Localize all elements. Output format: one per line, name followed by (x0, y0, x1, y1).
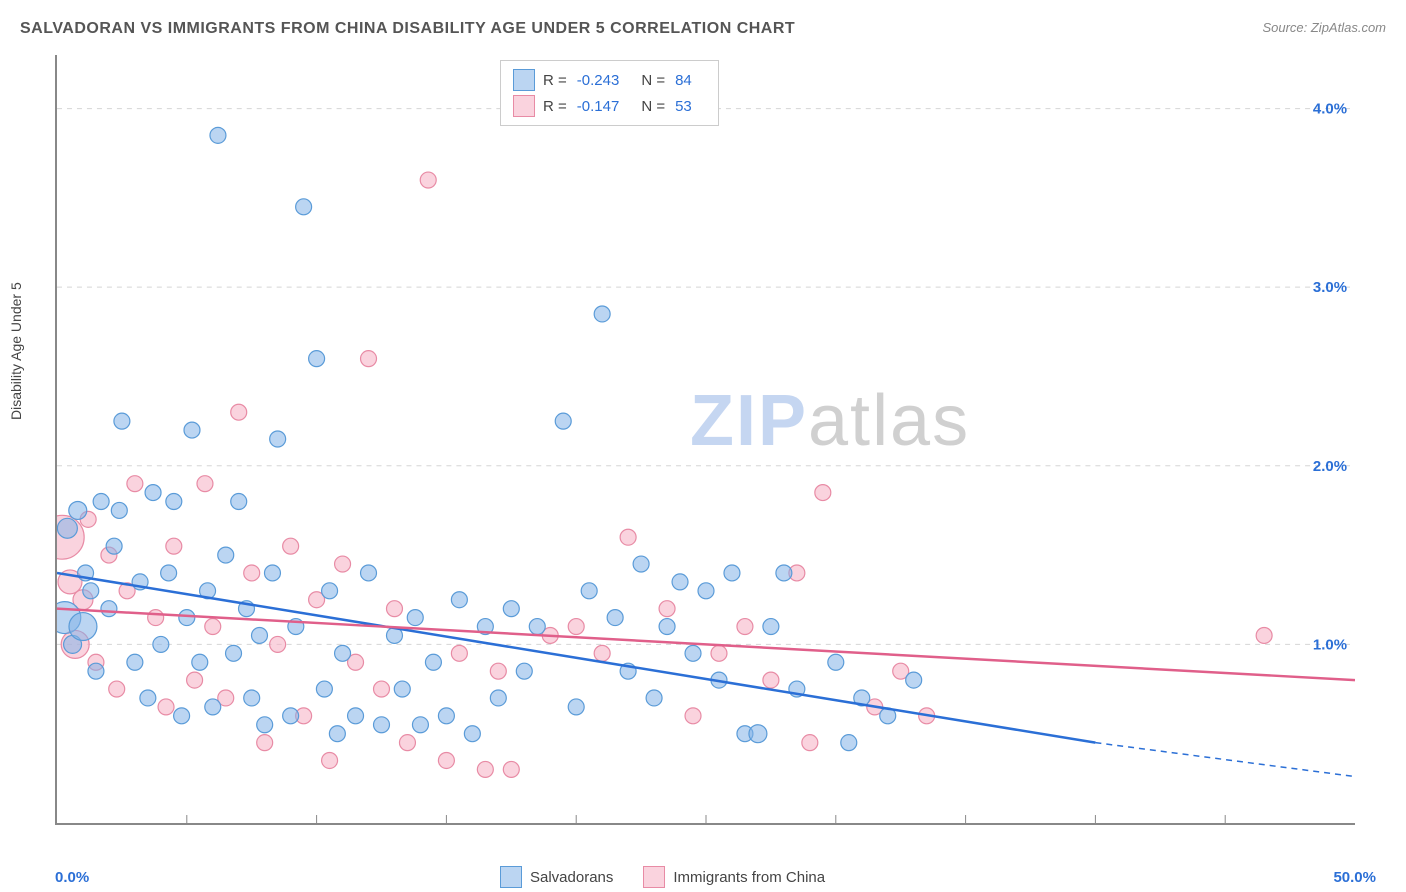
legend-n-value-0: 84 (675, 72, 692, 89)
legend-r-label: R = (543, 98, 567, 115)
svg-text:3.0%: 3.0% (1313, 279, 1347, 296)
legend-swatch-series-0 (513, 69, 535, 91)
chart-svg: 1.0% 2.0% 3.0% 4.0% (57, 55, 1355, 823)
chart-plot-area: 1.0% 2.0% 3.0% 4.0% (55, 55, 1355, 825)
legend-row-series-0: R = -0.243 N = 84 (513, 67, 706, 93)
legend-label-series-0: Salvadorans (530, 869, 613, 886)
y-axis-label: Disability Age Under 5 (8, 282, 24, 420)
legend-r-value-0: -0.243 (577, 72, 620, 89)
legend-r-label: R = (543, 72, 567, 89)
legend-label-series-1: Immigrants from China (673, 869, 825, 886)
legend-n-label: N = (641, 72, 665, 89)
legend-item-series-0: Salvadorans (500, 866, 613, 888)
legend-n-value-1: 53 (675, 98, 692, 115)
legend-swatch-series-0 (500, 866, 522, 888)
legend-item-series-1: Immigrants from China (643, 866, 825, 888)
svg-text:1.0%: 1.0% (1313, 636, 1347, 653)
legend-n-label: N = (641, 98, 665, 115)
svg-text:2.0%: 2.0% (1313, 458, 1347, 475)
legend-swatch-series-1 (513, 95, 535, 117)
legend-row-series-1: R = -0.147 N = 53 (513, 93, 706, 119)
legend-swatch-series-1 (643, 866, 665, 888)
legend-r-value-1: -0.147 (577, 98, 620, 115)
correlation-legend: R = -0.243 N = 84 R = -0.147 N = 53 (500, 60, 719, 126)
chart-title: SALVADORAN VS IMMIGRANTS FROM CHINA DISA… (20, 20, 795, 38)
series-legend: Salvadorans Immigrants from China (500, 866, 825, 888)
x-axis-min-label: 0.0% (55, 869, 89, 886)
x-axis-max-label: 50.0% (1333, 869, 1376, 886)
svg-text:4.0%: 4.0% (1313, 101, 1347, 118)
source-label: Source: ZipAtlas.com (1262, 20, 1386, 35)
